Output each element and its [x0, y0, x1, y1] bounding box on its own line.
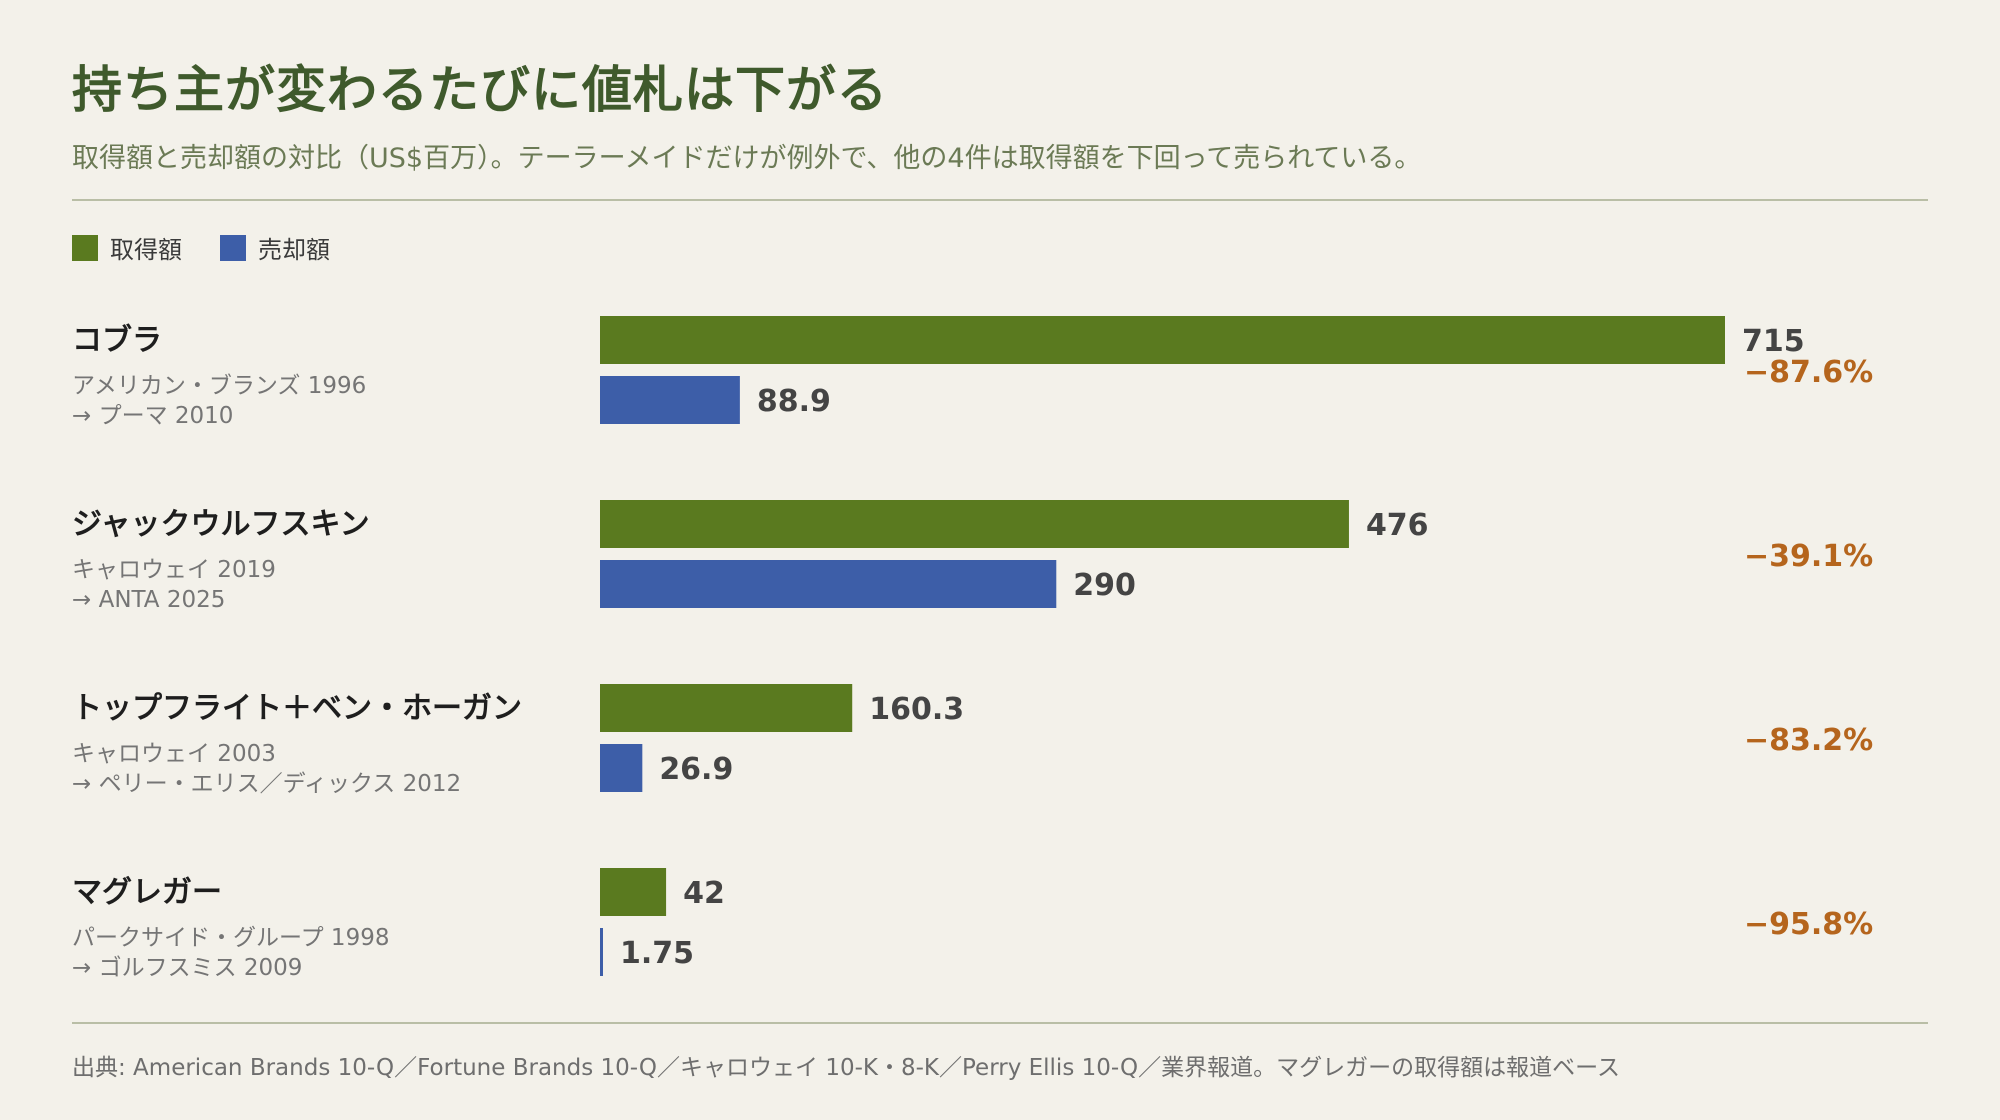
legend: 取得額 売却額 [72, 230, 368, 265]
bar-sale [600, 560, 1057, 608]
category-acquired-by: キャロウェイ 2003 [72, 741, 276, 767]
source-note: 出典: American Brands 10-Q／Fortune Brands … [72, 1055, 1620, 1081]
bar-acquisition [600, 500, 1349, 548]
legend-item-acquisition: 取得額 [72, 230, 182, 265]
value-label-sale: 26.9 [659, 752, 733, 787]
top-divider [72, 199, 1928, 201]
category-name: コブラ [72, 323, 162, 358]
category-acquired-by: パークサイド・グループ 1998 [72, 925, 389, 951]
category-name: ジャックウルフスキン [72, 507, 370, 542]
change-percent: −87.6% [1744, 355, 1873, 390]
bar-acquisition [600, 868, 667, 916]
bar-sale [600, 376, 740, 424]
category-sold-to: → ゴルフスミス 2009 [72, 955, 302, 981]
bar-sale [600, 928, 603, 976]
page-subtitle: 取得額と売却額の対比（US$百万）。テーラーメイドだけが例外で、他の4件は取得額… [72, 143, 1422, 174]
value-label-acquisition: 476 [1366, 508, 1429, 543]
value-label-acquisition: 42 [683, 876, 725, 911]
category-sold-to: → ANTA 2025 [72, 587, 225, 613]
value-label-sale: 290 [1073, 568, 1136, 603]
legend-swatch-acquisition [72, 234, 98, 261]
bottom-divider [72, 1022, 1928, 1024]
category-name: トップフライト＋ベン・ホーガン [72, 691, 522, 726]
category-acquired-by: キャロウェイ 2019 [72, 557, 276, 583]
legend-label-sale: 売却額 [258, 236, 330, 264]
category-name: マグレガー [72, 875, 222, 910]
change-percent: −39.1% [1744, 539, 1873, 574]
bar-acquisition [600, 684, 853, 732]
change-percent: −95.8% [1744, 907, 1873, 942]
value-label-acquisition: 715 [1742, 324, 1805, 359]
value-label-sale: 88.9 [757, 384, 831, 419]
legend-label-acquisition: 取得額 [110, 236, 182, 264]
change-percent: −83.2% [1744, 723, 1873, 758]
category-acquired-by: アメリカン・ブランズ 1996 [72, 373, 366, 399]
legend-swatch-sale [220, 234, 246, 261]
bar-acquisition [600, 316, 1725, 364]
legend-item-sale: 売却額 [220, 230, 330, 265]
category-sold-to: → ペリー・エリス／ディックス 2012 [72, 771, 461, 797]
value-label-sale: 1.75 [620, 936, 694, 971]
bar-sale [600, 744, 643, 792]
page-title: 持ち主が変わるたびに値札は下がる [72, 61, 888, 119]
value-label-acquisition: 160.3 [869, 692, 964, 727]
category-sold-to: → プーマ 2010 [72, 403, 233, 429]
